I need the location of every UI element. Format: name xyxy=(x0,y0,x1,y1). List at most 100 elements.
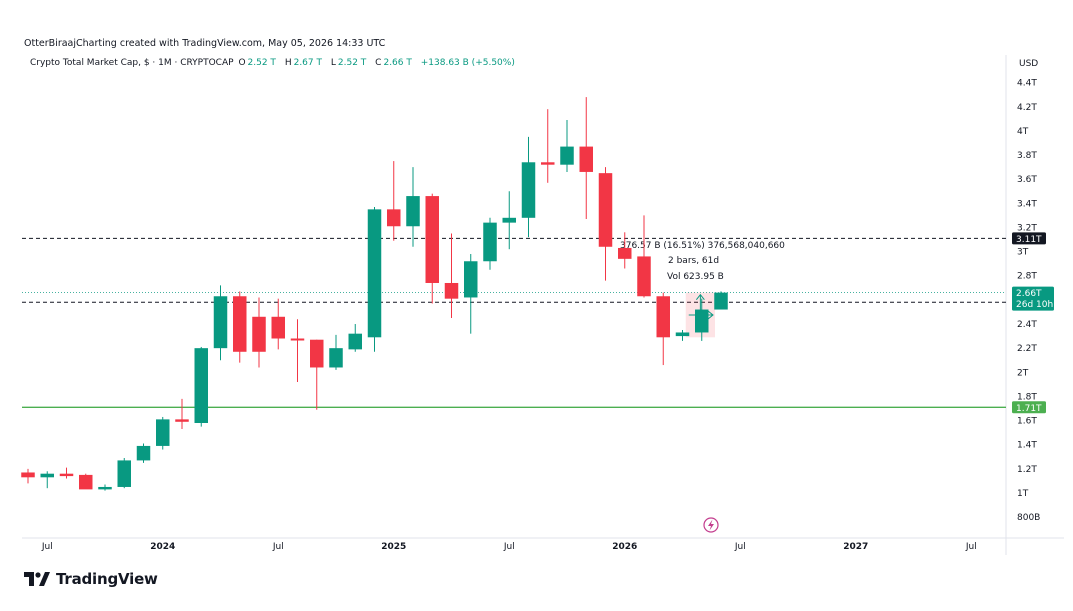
candle[interactable] xyxy=(521,136,536,238)
candle[interactable] xyxy=(233,291,247,363)
candle[interactable] xyxy=(598,167,613,281)
candle[interactable] xyxy=(714,291,728,310)
candle-body xyxy=(541,162,555,165)
candle[interactable] xyxy=(117,457,132,489)
candle[interactable] xyxy=(98,484,112,491)
candle[interactable] xyxy=(387,161,401,241)
tradingview-logo[interactable]: TradingView xyxy=(24,570,158,588)
y-tick-label: 3.2T xyxy=(1017,223,1037,233)
candle-body xyxy=(252,316,266,352)
candle-body xyxy=(59,473,74,477)
candle[interactable] xyxy=(156,416,170,450)
measure-change-text: 376.57 B (16.51%) 376,568,040,660 xyxy=(620,241,785,251)
candle[interactable] xyxy=(541,109,555,183)
y-tick-label: 3.4T xyxy=(1017,199,1037,209)
candle[interactable] xyxy=(194,346,209,427)
candle-body xyxy=(117,460,131,487)
y-tick-label: 2.2T xyxy=(1017,344,1037,354)
candle-body xyxy=(40,473,54,478)
candle[interactable] xyxy=(175,398,189,430)
candle-body xyxy=(656,296,670,338)
candle[interactable] xyxy=(213,285,228,361)
ohlc-low-label: L xyxy=(330,58,336,68)
candle[interactable] xyxy=(367,206,382,352)
candle[interactable] xyxy=(21,468,35,484)
y-tick-label: 2.4T xyxy=(1017,320,1037,330)
x-tick-label: Jul xyxy=(272,542,284,552)
level-price-tag[interactable]: 1.71T xyxy=(1012,401,1046,414)
candle-body xyxy=(521,162,536,218)
candle[interactable] xyxy=(348,324,363,352)
candle[interactable] xyxy=(271,298,286,350)
ohlc-close-label: C xyxy=(375,58,382,68)
candle-body xyxy=(271,316,285,339)
y-tick-label: 4.2T xyxy=(1017,103,1037,113)
current-price-text: 2.66T xyxy=(1016,289,1042,299)
measure-bars-text: 2 bars, 61d xyxy=(668,256,719,266)
candle[interactable] xyxy=(79,473,93,490)
candle-body xyxy=(310,339,324,368)
candle-body xyxy=(233,296,247,352)
candle[interactable] xyxy=(637,215,651,298)
candle-body xyxy=(695,309,709,333)
y-tick-label: 1.2T xyxy=(1017,465,1037,475)
candle-body xyxy=(675,332,690,337)
y-tick-label: 1.8T xyxy=(1017,392,1037,402)
candle[interactable] xyxy=(425,193,440,304)
candle[interactable] xyxy=(560,120,574,172)
ohlc-close-value: 2.66 T xyxy=(383,58,412,68)
candle[interactable] xyxy=(464,254,478,334)
candle[interactable] xyxy=(59,467,74,479)
candle[interactable] xyxy=(483,217,497,270)
ohlc-high-value: 2.67 T xyxy=(293,58,322,68)
x-tick-label: Jul xyxy=(41,542,53,552)
candle[interactable] xyxy=(444,233,459,318)
y-tick-label: 3.8T xyxy=(1017,151,1037,161)
ohlc-low-value: 2.52 T xyxy=(337,58,367,68)
candle[interactable] xyxy=(329,334,343,370)
y-tick-label: 2.8T xyxy=(1017,272,1037,282)
event-lightning-icon[interactable] xyxy=(703,517,719,533)
candle-body xyxy=(444,282,459,299)
candle-body xyxy=(21,472,35,478)
candle[interactable] xyxy=(310,339,324,410)
candle[interactable] xyxy=(136,443,151,463)
candle-body xyxy=(175,419,189,422)
candle[interactable] xyxy=(579,97,594,220)
y-tick-label: 1.4T xyxy=(1017,441,1037,451)
candle-body xyxy=(367,209,382,338)
candle[interactable] xyxy=(656,292,671,366)
candle[interactable] xyxy=(290,319,305,382)
candle-body xyxy=(714,292,728,310)
x-tick-label: 2024 xyxy=(150,542,175,552)
ohlc-high-label: H xyxy=(284,58,292,68)
tradingview-logo-icon xyxy=(24,572,50,586)
candle-body xyxy=(579,146,593,172)
candle[interactable] xyxy=(502,191,517,250)
candle[interactable] xyxy=(618,232,632,269)
measure-volume-text: Vol 623.95 B xyxy=(667,272,724,282)
y-tick-label: 4.4T xyxy=(1017,79,1037,89)
currency-label[interactable]: USD xyxy=(1019,59,1039,69)
symbol-title[interactable]: Crypto Total Market Cap, $ · 1M · CRYPTO… xyxy=(30,58,234,68)
candle-body xyxy=(213,296,228,349)
level-price-tag[interactable]: 3.11T xyxy=(1012,232,1046,245)
ohlc-open-label: O xyxy=(238,58,246,68)
candle[interactable] xyxy=(252,297,266,368)
candle[interactable] xyxy=(695,298,709,341)
level-price-tag-bg xyxy=(1012,232,1046,245)
ohlc-open-value: 2.52 T xyxy=(247,58,276,68)
candle-body xyxy=(194,348,208,423)
candle-body xyxy=(79,474,93,490)
candle[interactable] xyxy=(406,167,420,247)
ohlc-change-value: +138.63 B (+5.50%) xyxy=(420,58,515,68)
x-tick-label: 2027 xyxy=(843,542,868,552)
candle[interactable] xyxy=(675,330,690,341)
x-tick-label: Jul xyxy=(965,542,977,552)
candle[interactable] xyxy=(40,471,55,489)
measure-arrow-right-icon xyxy=(707,310,714,320)
candle-body xyxy=(329,348,343,368)
